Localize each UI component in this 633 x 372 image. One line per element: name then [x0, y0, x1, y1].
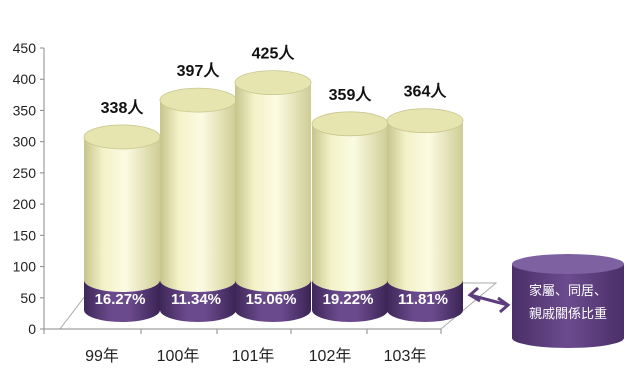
bar-share-label: 19.22% — [323, 291, 374, 308]
legend: 家屬、同居、 親戚關係比重 — [467, 254, 624, 348]
bar-2: 397人 11.34% — [159, 62, 237, 322]
bar-top-cap — [83, 124, 161, 150]
bar-value-label: 397人 — [177, 62, 221, 80]
x-tick-label: 99年 — [85, 347, 119, 365]
bar-value-label: 425人 — [252, 45, 296, 63]
bars: 338人 16.27% 397人 11.34% 425人 15.06% 359人 19.22%… — [83, 45, 464, 322]
bar-share-label: 16.27% — [95, 291, 146, 308]
y-tick-label: 150 — [13, 227, 37, 243]
x-tick-label: 101年 — [232, 347, 275, 365]
y-axis-ticks: 0 50 100 150 200 250 300 350 400 450 — [13, 40, 44, 337]
legend-arrow-head-right — [497, 296, 511, 314]
bar-3: 425人 15.06% — [234, 45, 312, 322]
bar-share-label: 15.06% — [246, 291, 297, 308]
bar-value-label: 338人 — [101, 99, 145, 117]
y-tick-label: 350 — [13, 102, 37, 118]
x-tick-label: 100年 — [157, 347, 200, 365]
y-tick-label: 250 — [13, 165, 37, 181]
bar-top-cap — [159, 87, 237, 113]
bar-share-segment — [387, 280, 463, 322]
y-tick-label: 0 — [28, 321, 36, 337]
bar-body — [84, 136, 160, 292]
y-tick-label: 50 — [20, 290, 36, 306]
bar-top-cap — [234, 70, 312, 96]
bar-body — [312, 123, 388, 292]
bar-4: 359人 19.22% — [311, 86, 389, 322]
bar-top-cap — [386, 108, 464, 134]
bar-value-label: 359人 — [329, 86, 373, 104]
bar-top-cap — [311, 111, 389, 137]
bar-1: 338人 16.27% — [83, 99, 161, 322]
bar-share-segment — [160, 280, 236, 322]
legend-text-line2: 親戚關係比重 — [529, 306, 607, 321]
y-tick-label: 100 — [13, 259, 37, 275]
bar-share-label: 11.81% — [398, 291, 448, 308]
legend-cylinder-top — [512, 254, 624, 274]
bar-body — [160, 100, 236, 293]
x-tick-label: 103年 — [384, 347, 427, 365]
bar-share-segment — [235, 280, 311, 322]
bar-share-segment — [84, 280, 160, 322]
legend-text-line1: 家屬、同居、 — [529, 283, 607, 298]
x-axis-ticks: 99年 100年 101年 102年 103年 — [43, 328, 442, 365]
x-tick-label: 102年 — [309, 347, 352, 365]
legend-arrow — [469, 293, 509, 307]
legend-arrow-head-left — [467, 286, 481, 303]
bar-body — [387, 120, 463, 292]
y-tick-label: 400 — [13, 71, 37, 87]
bar-share-segment — [312, 279, 388, 322]
bar-value-label: 364人 — [404, 83, 448, 101]
bar-5: 364人 11.81% — [386, 83, 464, 322]
bar-body — [235, 82, 311, 292]
bar-share-label: 11.34% — [171, 291, 221, 308]
y-tick-label: 450 — [13, 40, 37, 56]
y-tick-label: 200 — [13, 196, 37, 212]
legend-cylinder-body — [512, 264, 624, 348]
y-tick-label: 300 — [13, 134, 37, 150]
